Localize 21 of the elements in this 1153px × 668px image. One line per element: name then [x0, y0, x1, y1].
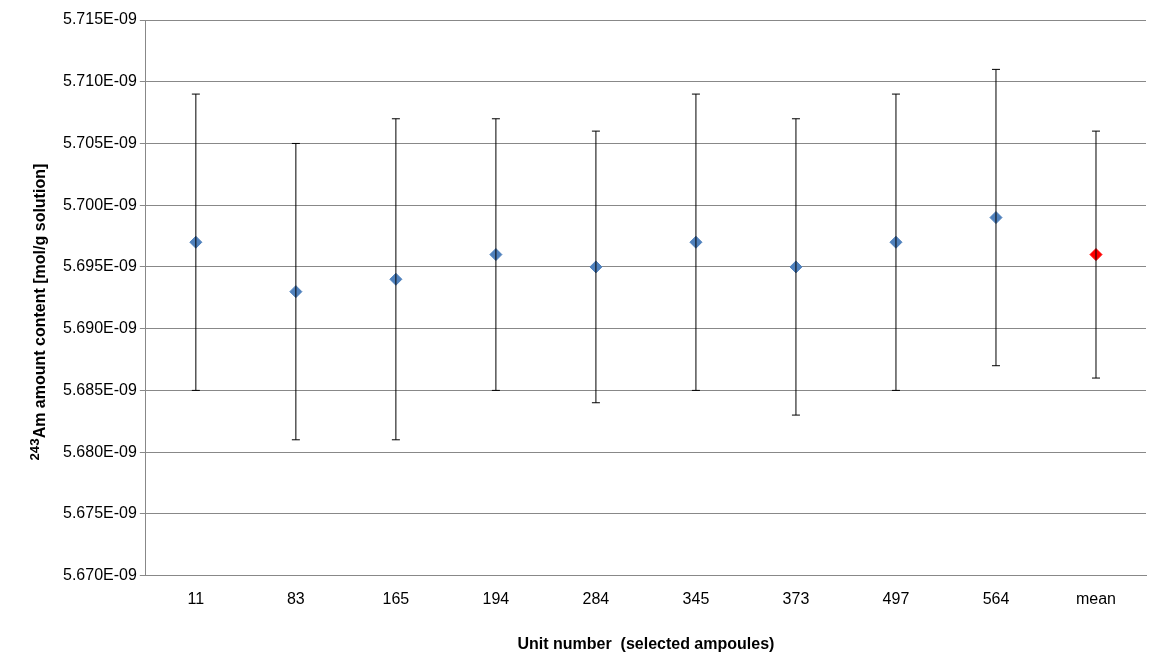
x-tick-label: 11	[187, 589, 205, 607]
y-tick-label: 5.710E-09	[62, 72, 137, 90]
y-tick-label: 5.685E-09	[62, 380, 137, 398]
y-tick-label: 5.670E-09	[62, 566, 137, 584]
y-tick-label: 5.715E-09	[62, 10, 137, 28]
y-tick-label: 5.695E-09	[62, 257, 137, 275]
x-tick-label: 284	[582, 589, 610, 607]
y-tick-label: 5.690E-09	[62, 319, 137, 337]
x-axis-title: Unit number (selected ampoules)	[517, 634, 775, 652]
x-tick-label: 345	[682, 589, 710, 607]
y-tick-label: 5.705E-09	[62, 133, 137, 151]
x-tick-label: 165	[382, 589, 410, 607]
y-tick-label: 5.675E-09	[62, 504, 137, 522]
y-tick-label: 5.680E-09	[62, 442, 137, 460]
x-tick-label: 564	[982, 589, 1010, 607]
x-tick-label: 83	[286, 589, 305, 607]
x-tick-label: 373	[782, 589, 810, 607]
x-tick-label: 497	[882, 589, 910, 607]
y-tick-label: 5.700E-09	[62, 195, 137, 213]
x-tick-label: mean	[1075, 589, 1117, 607]
x-tick-label: 194	[482, 589, 510, 607]
